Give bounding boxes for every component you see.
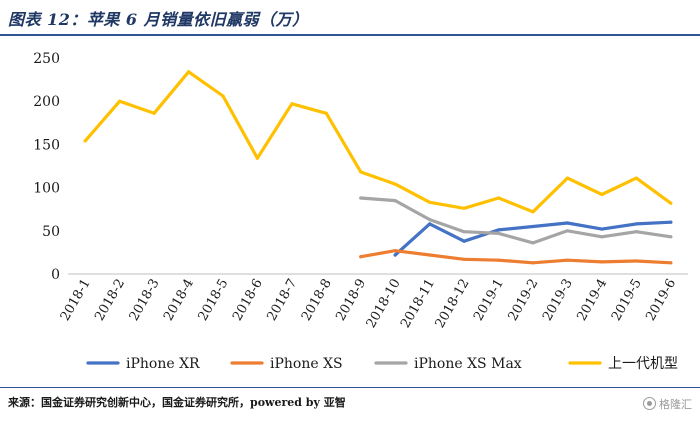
data-point-iphone-xs-max <box>531 241 535 245</box>
x-tick-label: 2018-8 <box>299 277 335 324</box>
data-point-iphone-xr <box>565 221 570 225</box>
footer-divider <box>0 387 700 388</box>
data-point-上一代机型 <box>290 102 294 106</box>
series-line-上一代机型 <box>83 70 673 214</box>
data-point-iphone-xs-max <box>669 235 673 239</box>
series-line-iphone-xs-max <box>359 196 673 245</box>
data-point-iphone-xs-max <box>497 231 501 235</box>
x-tick-label: 2018-7 <box>264 277 300 324</box>
y-tick-label: 50 <box>42 224 60 240</box>
data-point-上一代机型 <box>221 94 225 98</box>
data-point-iphone-xs <box>600 260 604 264</box>
x-tick-label: 2019-4 <box>574 277 610 324</box>
x-tick-label: 2018-2 <box>92 277 128 324</box>
data-point-上一代机型 <box>462 206 466 210</box>
x-tick-label: 2018-5 <box>196 277 232 324</box>
watermark: 格隆汇 <box>643 396 692 412</box>
data-point-iphone-xs-max <box>359 196 363 200</box>
data-point-上一代机型 <box>187 70 191 74</box>
watermark-text: 格隆汇 <box>659 398 692 411</box>
data-point-iphone-xs <box>634 259 638 263</box>
legend-label: iPhone XS Max <box>414 356 522 372</box>
data-point-iphone-xs-max <box>634 230 638 234</box>
legend-label: 上一代机型 <box>608 356 678 372</box>
data-point-iphone-xr <box>497 228 501 232</box>
legend-label: iPhone XS <box>270 356 343 372</box>
y-tick-label: 150 <box>33 137 60 153</box>
y-tick-label: 100 <box>33 181 60 197</box>
data-point-iphone-xs <box>393 249 397 253</box>
data-point-iphone-xr <box>531 224 535 229</box>
watermark-logo-icon <box>643 397 656 410</box>
data-point-iphone-xs <box>359 255 363 259</box>
data-point-iphone-xs <box>428 253 432 257</box>
title-divider <box>0 34 700 36</box>
data-point-iphone-xs-max <box>462 230 466 234</box>
data-point-iphone-xr <box>669 220 673 224</box>
data-point-上一代机型 <box>393 182 397 186</box>
source-note: 来源：国金证券研究创新中心，国金证券研究所，powered by 亚智 <box>8 396 346 409</box>
data-point-iphone-xr <box>393 253 397 257</box>
x-tick-label: 2019-2 <box>506 277 542 324</box>
data-point-iphone-xs <box>531 261 535 265</box>
x-tick-label: 2019-5 <box>609 277 645 324</box>
data-point-iphone-xs-max <box>600 235 604 239</box>
data-point-上一代机型 <box>600 192 604 197</box>
y-tick-label: 200 <box>33 94 60 110</box>
x-tick-label: 2018-1 <box>58 277 94 324</box>
x-tick-label: 2018-6 <box>230 277 266 324</box>
data-point-iphone-xs-max <box>565 229 570 233</box>
x-tick-label: 2018-12 <box>433 276 473 330</box>
data-point-上一代机型 <box>152 111 156 115</box>
x-tick-label: 2019-6 <box>643 277 679 324</box>
data-point-上一代机型 <box>497 196 501 200</box>
data-point-上一代机型 <box>428 200 432 204</box>
data-point-iphone-xr <box>600 227 604 231</box>
x-tick-label: 2018-4 <box>161 277 197 324</box>
data-point-上一代机型 <box>531 210 535 214</box>
chart-title: 图表 12：苹果 6 月销量依旧羸弱（万） <box>8 10 309 29</box>
line-chart: 0501001502002502018-12018-22018-32018-42… <box>33 51 688 372</box>
x-tick-label: 2018-3 <box>127 277 163 324</box>
y-tick-label: 250 <box>33 51 60 67</box>
data-point-iphone-xr <box>634 222 638 226</box>
series-line-iphone-xs <box>359 249 673 265</box>
data-point-上一代机型 <box>359 170 363 174</box>
data-point-iphone-xr <box>462 239 466 243</box>
y-tick-label: 0 <box>51 267 60 283</box>
data-point-iphone-xr <box>428 222 432 226</box>
data-point-iphone-xs <box>462 257 466 261</box>
data-point-上一代机型 <box>324 111 328 115</box>
data-point-上一代机型 <box>565 176 570 180</box>
data-point-上一代机型 <box>669 201 673 205</box>
data-point-上一代机型 <box>255 156 259 160</box>
data-point-iphone-xs <box>565 258 570 262</box>
x-tick-label: 2019-3 <box>540 277 576 324</box>
data-point-iphone-xs-max <box>428 218 432 222</box>
legend-label: iPhone XR <box>126 356 200 372</box>
data-point-iphone-xs <box>497 258 501 262</box>
data-point-上一代机型 <box>118 99 122 103</box>
x-tick-label: 2018-9 <box>333 277 369 324</box>
x-tick-label: 2019-1 <box>471 277 507 324</box>
figure-header: 图表 12：苹果 6 月销量依旧羸弱（万） <box>0 0 700 36</box>
data-point-iphone-xs-max <box>393 199 397 203</box>
data-point-上一代机型 <box>634 176 638 180</box>
data-point-iphone-xs <box>669 261 673 265</box>
data-point-上一代机型 <box>83 139 87 143</box>
